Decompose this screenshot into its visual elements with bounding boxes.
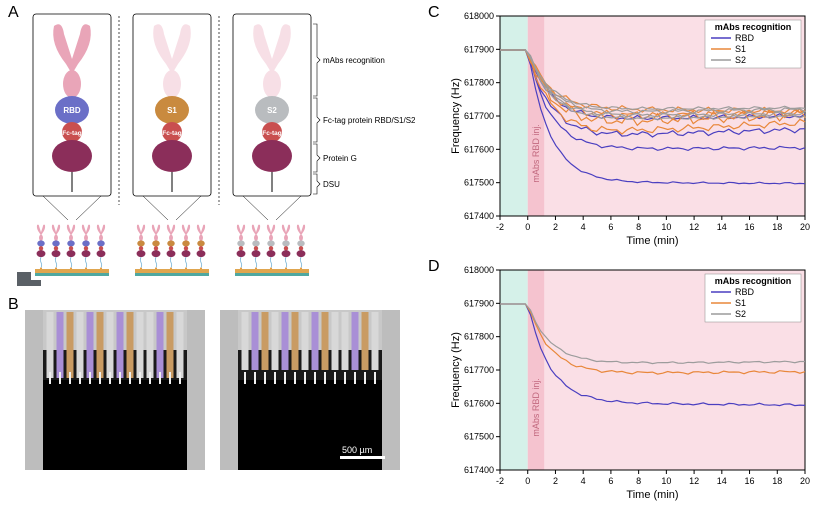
svg-text:6: 6: [608, 222, 613, 232]
svg-text:617600: 617600: [464, 398, 494, 408]
svg-text:617900: 617900: [464, 44, 494, 54]
panel-c-label: C: [428, 4, 440, 22]
svg-text:617400: 617400: [464, 465, 494, 475]
svg-text:618000: 618000: [464, 11, 494, 21]
svg-text:-2: -2: [496, 222, 504, 232]
svg-text:2: 2: [553, 476, 558, 486]
svg-text:S2: S2: [267, 106, 277, 115]
svg-text:-2: -2: [496, 476, 504, 486]
svg-text:mAbs recognition: mAbs recognition: [323, 56, 385, 65]
svg-text:10: 10: [661, 476, 671, 486]
svg-text:4: 4: [581, 476, 586, 486]
svg-text:617700: 617700: [464, 111, 494, 121]
svg-text:14: 14: [717, 222, 727, 232]
svg-text:12: 12: [689, 476, 699, 486]
svg-text:20: 20: [800, 222, 810, 232]
svg-text:617600: 617600: [464, 144, 494, 154]
svg-text:Fc-tag: Fc-tag: [62, 130, 82, 137]
svg-text:RBD: RBD: [63, 106, 81, 115]
svg-text:0: 0: [525, 476, 530, 486]
svg-text:Time (min): Time (min): [626, 489, 678, 501]
svg-text:S2: S2: [735, 309, 746, 319]
svg-text:RBD: RBD: [735, 287, 755, 297]
svg-text:mAbs recognition: mAbs recognition: [715, 22, 792, 32]
svg-text:RBD: RBD: [735, 33, 755, 43]
svg-text:617800: 617800: [464, 78, 494, 88]
svg-text:20: 20: [800, 476, 810, 486]
panel-d-label: D: [428, 258, 440, 276]
svg-text:617500: 617500: [464, 432, 494, 442]
panel-b-micrographs: 500 µm: [15, 300, 415, 490]
svg-text:617700: 617700: [464, 365, 494, 375]
svg-text:DSU: DSU: [323, 180, 340, 189]
chart-d: 6174006175006176006177006178006179006180…: [445, 262, 810, 502]
svg-text:Fc-tag protein RBD/S1/S2: Fc-tag protein RBD/S1/S2: [323, 116, 415, 125]
svg-text:12: 12: [689, 222, 699, 232]
svg-text:Fc-tag: Fc-tag: [262, 130, 282, 137]
svg-text:618000: 618000: [464, 265, 494, 275]
svg-text:16: 16: [745, 222, 755, 232]
svg-text:Fc-tag: Fc-tag: [162, 130, 182, 137]
svg-text:4: 4: [581, 222, 586, 232]
svg-text:16: 16: [745, 476, 755, 486]
svg-text:14: 14: [717, 476, 727, 486]
svg-text:Frequency (Hz): Frequency (Hz): [450, 332, 462, 408]
chart-c: 6174006175006176006177006178006179006180…: [445, 8, 810, 248]
svg-text:Protein G: Protein G: [323, 154, 357, 163]
svg-text:0: 0: [525, 222, 530, 232]
svg-text:18: 18: [772, 222, 782, 232]
svg-text:Time (min): Time (min): [626, 235, 678, 247]
svg-text:2: 2: [553, 222, 558, 232]
svg-text:S1: S1: [167, 106, 177, 115]
svg-text:S1: S1: [735, 44, 746, 54]
svg-text:Frequency (Hz): Frequency (Hz): [450, 78, 462, 154]
svg-text:S2: S2: [735, 55, 746, 65]
svg-text:617900: 617900: [464, 298, 494, 308]
svg-text:500 µm: 500 µm: [342, 445, 372, 455]
svg-text:mAbs RBD inj.: mAbs RBD inj.: [531, 124, 541, 183]
svg-text:mAbs RBD inj.: mAbs RBD inj.: [531, 378, 541, 437]
svg-text:18: 18: [772, 476, 782, 486]
svg-text:617500: 617500: [464, 178, 494, 188]
svg-text:6: 6: [608, 476, 613, 486]
svg-text:8: 8: [636, 476, 641, 486]
svg-text:617400: 617400: [464, 211, 494, 221]
panel-a-diagram: RBD Fc-tag S1 Fc-tag S2 Fc-tag mAbs recognitio…: [15, 10, 415, 290]
svg-text:mAbs recognition: mAbs recognition: [715, 276, 792, 286]
svg-text:10: 10: [661, 222, 671, 232]
svg-text:S1: S1: [735, 298, 746, 308]
svg-text:617800: 617800: [464, 332, 494, 342]
svg-text:8: 8: [636, 222, 641, 232]
